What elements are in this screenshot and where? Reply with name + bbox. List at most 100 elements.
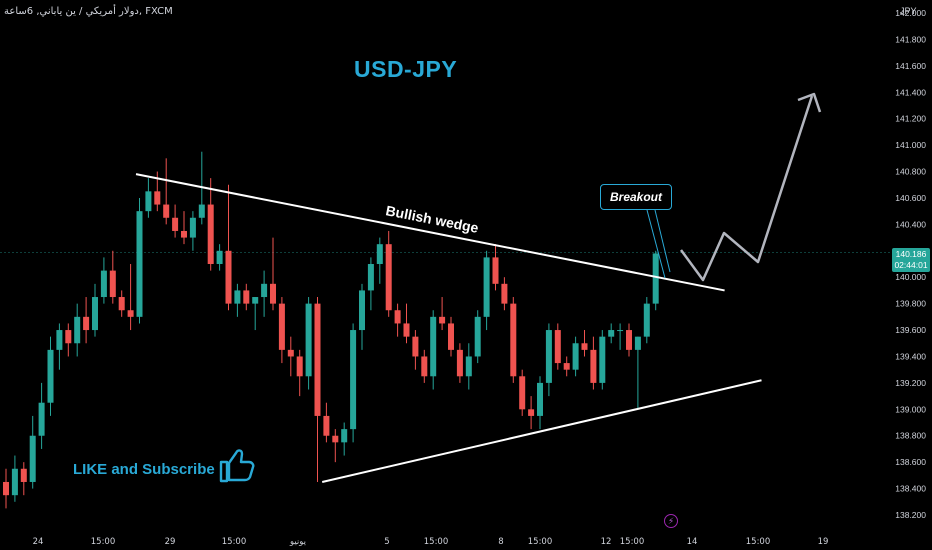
candle-body — [590, 349, 597, 383]
candle-body — [572, 343, 579, 370]
y-tick-label: 141.400 — [895, 87, 926, 97]
y-tick-label: 139.600 — [895, 325, 926, 335]
candle-body — [581, 343, 588, 350]
candle-body — [537, 382, 543, 416]
currency-label: JPY — [900, 6, 917, 16]
candle-body — [100, 270, 107, 298]
candle-body — [385, 244, 392, 311]
x-tick-label: 12 — [601, 537, 612, 547]
candle-body — [643, 303, 650, 337]
candle-body — [634, 336, 641, 350]
candle-body — [189, 217, 196, 238]
candle-body — [305, 303, 312, 377]
callout-pointer — [646, 209, 666, 279]
candle-body — [216, 250, 223, 264]
y-tick-label: 141.200 — [895, 114, 926, 124]
y-tick-label: 141.800 — [895, 34, 926, 44]
candle-body — [430, 316, 437, 377]
y-tick-label: 140.000 — [895, 272, 926, 282]
candle-body — [456, 349, 463, 377]
wedge-upper-line — [135, 173, 725, 292]
candle-body — [554, 330, 561, 364]
candle-body — [332, 435, 339, 443]
x-tick-label: 19 — [818, 537, 829, 547]
x-tick-label: 15:00 — [746, 537, 771, 547]
candle-body — [421, 356, 428, 377]
candle-body — [314, 303, 321, 416]
candle-body — [163, 204, 170, 218]
candle-body — [56, 330, 63, 350]
candle-body — [501, 283, 508, 304]
candle-body — [376, 244, 383, 264]
y-tick-label: 139.800 — [895, 299, 926, 309]
candle-body — [29, 435, 36, 482]
callout-pointer — [654, 209, 671, 273]
candle-body — [287, 349, 294, 357]
candle-body — [617, 330, 624, 332]
candle-body — [528, 409, 535, 416]
candle-body — [599, 336, 606, 383]
candle-body — [519, 376, 526, 410]
x-tick-label: 15:00 — [222, 537, 247, 547]
candle-body — [608, 330, 615, 337]
candle-body — [403, 323, 410, 337]
candle-body — [474, 316, 481, 357]
x-tick-label: 24 — [33, 537, 44, 547]
candle-body — [278, 303, 285, 350]
y-tick-label: 141.600 — [895, 61, 926, 71]
y-tick-label: 140.800 — [895, 167, 926, 177]
x-tick-label: يونيو — [289, 537, 307, 547]
candle-body — [359, 290, 365, 331]
candle-body — [323, 415, 330, 436]
y-tick-label: 138.400 — [895, 484, 926, 494]
x-tick-label: 5 — [384, 537, 389, 547]
symbol-info[interactable]: دولار أمريكي / ين ياباني, 6ساعة, FXCM — [4, 6, 173, 17]
candle-body — [109, 270, 116, 298]
candle-body — [83, 316, 90, 331]
candle-body — [38, 402, 45, 436]
projection-path — [679, 95, 814, 282]
y-tick-label: 142.000 — [895, 8, 926, 18]
candle-body — [510, 303, 517, 377]
candle-body — [74, 316, 81, 344]
y-tick-label: 141.000 — [895, 140, 926, 150]
candle-body — [3, 481, 9, 496]
candle-body — [296, 356, 303, 377]
candle-body — [181, 230, 187, 238]
candle-body — [652, 253, 659, 304]
y-tick-label: 139.000 — [895, 404, 926, 414]
candle-body — [11, 468, 18, 496]
projection-arrowhead — [797, 92, 822, 113]
x-tick-label: 14 — [687, 537, 698, 547]
x-tick-label: 8 — [498, 537, 503, 547]
candle-body — [563, 363, 570, 370]
candle-body — [252, 297, 259, 304]
candle-body — [439, 316, 446, 324]
lightning-icon[interactable]: ⚡ — [664, 514, 678, 528]
candle-body — [225, 250, 232, 304]
candle-body — [234, 290, 241, 304]
current-price-box: 140.186 02:44:01 — [892, 248, 930, 272]
candle-body — [20, 468, 27, 482]
candle-body — [394, 310, 401, 324]
candle-body — [412, 336, 419, 357]
candle-body — [483, 257, 490, 317]
candle-body — [448, 323, 454, 350]
candle-body — [65, 330, 72, 344]
x-tick-label: 15:00 — [620, 537, 645, 547]
candle-body — [47, 349, 54, 403]
candle-body — [270, 283, 276, 304]
candle-body — [341, 429, 348, 443]
y-tick-label: 138.200 — [895, 510, 926, 520]
cta-text: LIKE and Subscribe — [73, 461, 215, 478]
x-tick-label: 15:00 — [91, 537, 116, 547]
candle-body — [367, 264, 374, 291]
candle-body — [261, 283, 268, 298]
candle-body — [492, 257, 499, 284]
x-tick-label: 29 — [165, 537, 176, 547]
breakout-callout: Breakout — [600, 184, 672, 210]
x-tick-label: 15:00 — [528, 537, 553, 547]
candle-body — [198, 204, 205, 218]
